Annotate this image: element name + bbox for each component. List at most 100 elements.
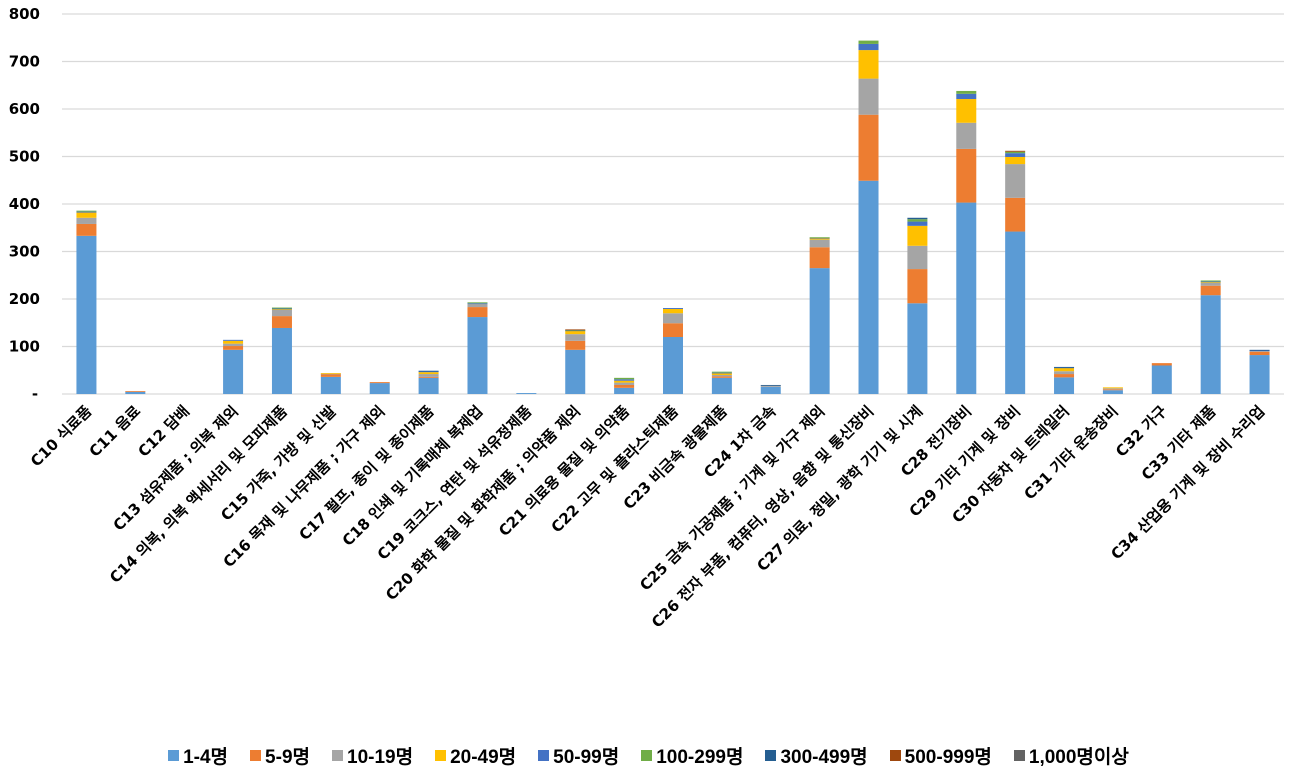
legend-swatch	[765, 750, 777, 761]
bar-segment	[907, 217, 928, 220]
bar-segment	[956, 148, 977, 203]
bar-segment	[614, 387, 635, 394]
legend-item: 10-19명	[332, 742, 413, 769]
bar-segment	[956, 122, 977, 149]
y-tick-label: 300	[9, 243, 40, 261]
bar-segment	[418, 370, 439, 372]
bar-segment	[956, 202, 977, 394]
bar-segment	[809, 239, 830, 248]
bar-segment	[76, 210, 97, 212]
bar-segment	[858, 50, 879, 79]
bar-segment	[956, 93, 977, 100]
bar-segment	[565, 349, 586, 394]
bar-segment	[418, 374, 439, 377]
legend-item: 500-999명	[889, 742, 992, 769]
bar-segment	[1102, 389, 1123, 391]
bar-segment	[1005, 197, 1026, 232]
bar-segment	[809, 247, 830, 269]
bar-segment	[1054, 374, 1075, 378]
bar-segment	[565, 330, 586, 335]
y-tick-label: 100	[9, 338, 40, 356]
bar-segment	[1200, 281, 1221, 283]
legend-swatch	[538, 750, 550, 761]
x-tick-label: C11 음료	[86, 402, 145, 461]
bar-segment	[467, 317, 488, 394]
legend-label: 1,000명이상	[1028, 747, 1129, 768]
legend-swatch	[641, 750, 653, 761]
bar-segment	[369, 383, 390, 394]
bar-segment	[809, 237, 830, 239]
legend-label: 10-19명	[347, 747, 414, 768]
bar-segment	[1102, 390, 1123, 394]
bar-segment	[1054, 367, 1075, 369]
bar-segment	[320, 376, 341, 394]
bar-segment	[1249, 355, 1270, 394]
legend-label: 100-299명	[656, 747, 744, 768]
bar-segment	[907, 221, 928, 226]
bar-segment	[125, 391, 146, 392]
bar-segment	[1151, 363, 1172, 366]
bar-segment	[1102, 388, 1123, 390]
bar-segment	[614, 379, 635, 381]
x-tick-label: C10 식료품	[27, 402, 95, 470]
legend-label: 500-999명	[904, 747, 992, 768]
bar-segment	[711, 375, 732, 377]
bar-segment	[271, 308, 292, 310]
bar-segment	[1054, 367, 1075, 372]
bar-segment	[320, 373, 341, 375]
bar-segment	[1102, 387, 1123, 389]
bar-segment	[858, 43, 879, 51]
bar-segment	[711, 377, 732, 394]
bar-segment	[1200, 282, 1221, 286]
bar-segment	[663, 337, 683, 394]
bar-segment	[1005, 151, 1026, 154]
bar-segment	[809, 238, 830, 240]
bar-segment	[1249, 349, 1270, 351]
bar-segment	[565, 330, 586, 332]
bar-segment	[711, 371, 732, 373]
y-tick-label: 700	[9, 53, 40, 71]
bar-segment	[1005, 231, 1026, 394]
bar-segment	[614, 377, 635, 380]
y-tick-label: 800	[9, 5, 40, 23]
y-axis-tick-labels: - 100 200 300 400 500 600 700 800	[9, 5, 40, 403]
legend-item: 100-299명	[641, 742, 743, 769]
bar-segment	[467, 302, 488, 304]
bar-segment	[1200, 295, 1221, 394]
bar-segment	[1200, 285, 1221, 296]
bar-segment	[663, 308, 683, 314]
legend-item: 1,000명이상	[1013, 742, 1129, 769]
bar-segment	[1249, 351, 1270, 356]
bar-segment	[76, 211, 97, 213]
bar-segment	[271, 307, 292, 309]
bar-segment	[907, 245, 928, 270]
bar-segment	[1005, 153, 1026, 157]
bar-segment	[320, 373, 341, 374]
bar-segment	[1005, 150, 1026, 152]
bar-segment	[271, 309, 292, 317]
bar-segment	[271, 308, 292, 310]
x-tick-label: C31 기타 운송장비	[1021, 402, 1122, 503]
bar-segment	[907, 219, 928, 222]
legend-label: 300-499명	[780, 747, 868, 768]
bar-segment	[1054, 371, 1075, 375]
legend-item: 50-99명	[538, 742, 619, 769]
bar-segment	[1005, 164, 1026, 198]
legend: 1-4명 5-9명 10-19명 20-49명 50-99명 100-299명 300-49…	[0, 742, 1297, 769]
bar-segment	[1151, 365, 1172, 394]
bar-segment	[1005, 156, 1026, 165]
bar-segment	[467, 303, 488, 305]
y-tick-label: 500	[9, 148, 40, 166]
bar-segment	[271, 327, 292, 394]
legend-item: 300-499명	[765, 742, 868, 769]
bar-segment	[1200, 280, 1221, 282]
bar-segment	[418, 371, 439, 373]
bar-segment	[711, 373, 732, 375]
bar-segment	[1249, 350, 1270, 352]
bar-segment	[271, 316, 292, 328]
bar-segment	[760, 386, 781, 394]
bar-segment	[614, 384, 635, 388]
bar-segment	[711, 376, 732, 378]
bar-segment	[223, 340, 244, 344]
